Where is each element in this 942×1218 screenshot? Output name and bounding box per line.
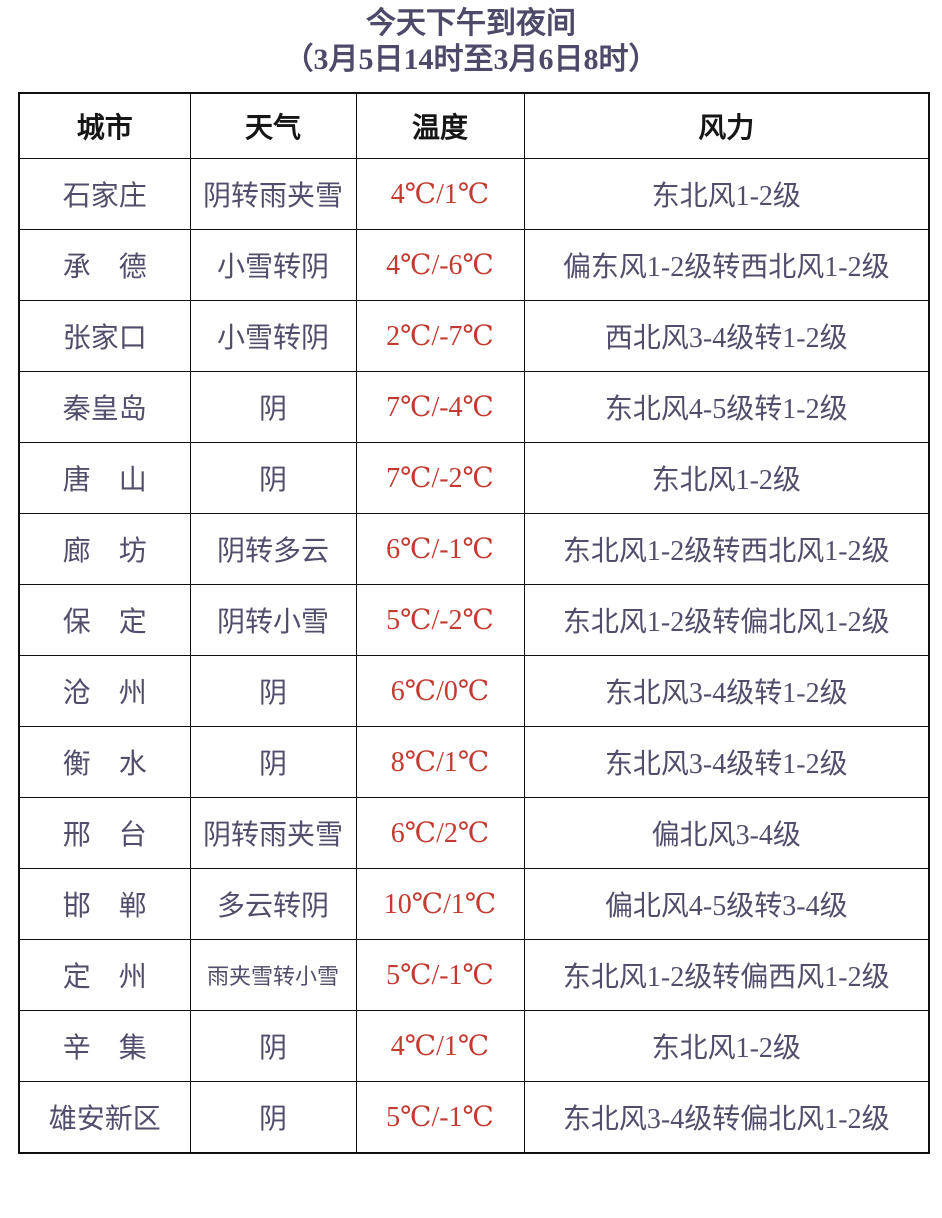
- header-weather: 天气: [189, 92, 357, 159]
- city-cell: 辛 集: [18, 1010, 191, 1082]
- header-wind: 风力: [523, 92, 930, 159]
- temp-cell: 5℃/-1℃: [355, 1081, 525, 1154]
- city-cell: 邢 台: [18, 797, 191, 869]
- weather-cell: 多云转阴: [189, 868, 357, 940]
- weather-cell: 阴: [189, 442, 357, 514]
- wind-cell: 东北风3-4级转1-2级: [523, 726, 930, 798]
- wind-cell: 东北风1-2级: [523, 1010, 930, 1082]
- weather-cell: 阴: [189, 726, 357, 798]
- weather-cell: 阴: [189, 371, 357, 443]
- wind-cell: 东北风1-2级转西北风1-2级: [523, 513, 930, 585]
- city-cell: 定 州: [18, 939, 191, 1011]
- weather-cell: 阴: [189, 1081, 357, 1154]
- temp-cell: 4℃/1℃: [355, 1010, 525, 1082]
- weather-cell: 阴转雨夹雪: [189, 797, 357, 869]
- city-cell: 唐 山: [18, 442, 191, 514]
- city-cell: 张家口: [18, 300, 191, 372]
- temp-cell: 5℃/-1℃: [355, 939, 525, 1011]
- page-title: 今天下午到夜间 （3月5日14时至3月6日8时）: [0, 0, 942, 78]
- table-body: 石家庄 阴转雨夹雪 4℃/1℃ 东北风1-2级承 德小雪转阴 4℃/-6℃ 偏东风1-2级…: [18, 158, 930, 1154]
- table-row: 定 州雨夹雪转小雪 5℃/-1℃ 东北风1-2级转偏西风1-2级: [18, 939, 930, 1011]
- weather-cell: 阴转小雪: [189, 584, 357, 656]
- city-cell: 廊 坊: [18, 513, 191, 585]
- city-cell: 保 定: [18, 584, 191, 656]
- wind-cell: 东北风1-2级: [523, 442, 930, 514]
- wind-cell: 偏北风3-4级: [523, 797, 930, 869]
- temp-cell: 6℃/0℃: [355, 655, 525, 727]
- temp-cell: 4℃/1℃: [355, 158, 525, 230]
- temp-cell: 6℃/-1℃: [355, 513, 525, 585]
- table-row: 邢 台阴转雨夹雪 6℃/2℃ 偏北风3-4级: [18, 797, 930, 869]
- weather-cell: 阴转多云: [189, 513, 357, 585]
- table-row: 保 定阴转小雪 5℃/-2℃ 东北风1-2级转偏北风1-2级: [18, 584, 930, 656]
- city-cell: 雄安新区: [18, 1081, 191, 1154]
- weather-cell: 雨夹雪转小雪: [189, 939, 357, 1011]
- header-temp: 温度: [355, 92, 525, 159]
- wind-cell: 东北风3-4级转1-2级: [523, 655, 930, 727]
- weather-cell: 阴转雨夹雪: [189, 158, 357, 230]
- temp-cell: 5℃/-2℃: [355, 584, 525, 656]
- table-row: 廊 坊阴转多云 6℃/-1℃ 东北风1-2级转西北风1-2级: [18, 513, 930, 585]
- wind-cell: 东北风1-2级转偏北风1-2级: [523, 584, 930, 656]
- temp-cell: 7℃/-4℃: [355, 371, 525, 443]
- title-line1: 今天下午到夜间: [366, 7, 576, 40]
- wind-cell: 东北风1-2级转偏西风1-2级: [523, 939, 930, 1011]
- table-row: 衡 水阴 8℃/1℃ 东北风3-4级转1-2级: [18, 726, 930, 798]
- table-row: 秦皇岛阴 7℃/-4℃ 东北风4-5级转1-2级: [18, 371, 930, 443]
- weather-cell: 阴: [189, 655, 357, 727]
- temp-cell: 8℃/1℃: [355, 726, 525, 798]
- wind-cell: 东北风3-4级转偏北风1-2级: [523, 1081, 930, 1154]
- wind-cell: 东北风4-5级转1-2级: [523, 371, 930, 443]
- wind-cell: 西北风3-4级转1-2级: [523, 300, 930, 372]
- weather-cell: 小雪转阴: [189, 229, 357, 301]
- wind-cell: 东北风1-2级: [523, 158, 930, 230]
- temp-cell: 4℃/-6℃: [355, 229, 525, 301]
- table-row: 雄安新区阴 5℃/-1℃ 东北风3-4级转偏北风1-2级: [18, 1081, 930, 1154]
- table-row: 沧 州阴 6℃/0℃ 东北风3-4级转1-2级: [18, 655, 930, 727]
- table-row: 邯 郸多云转阴 10℃/1℃ 偏北风4-5级转3-4级: [18, 868, 930, 940]
- city-cell: 承 德: [18, 229, 191, 301]
- title-line2: （3月5日14时至3月6日8时）: [283, 43, 659, 76]
- wind-cell: 偏东风1-2级转西北风1-2级: [523, 229, 930, 301]
- city-cell: 衡 水: [18, 726, 191, 798]
- weather-cell: 阴: [189, 1010, 357, 1082]
- city-cell: 邯 郸: [18, 868, 191, 940]
- weather-cell: 小雪转阴: [189, 300, 357, 372]
- table-row: 承 德小雪转阴 4℃/-6℃ 偏东风1-2级转西北风1-2级: [18, 229, 930, 301]
- table-row: 石家庄 阴转雨夹雪 4℃/1℃ 东北风1-2级: [18, 158, 930, 230]
- city-cell: 沧 州: [18, 655, 191, 727]
- table-row: 唐 山阴 7℃/-2℃ 东北风1-2级: [18, 442, 930, 514]
- wind-cell: 偏北风4-5级转3-4级: [523, 868, 930, 940]
- temp-cell: 6℃/2℃: [355, 797, 525, 869]
- temp-cell: 2℃/-7℃: [355, 300, 525, 372]
- weather-table: 城市 天气 温度 风力 石家庄 阴转雨夹雪 4℃/1℃ 东北风1-2级承 德小雪转阴 4…: [18, 92, 930, 1154]
- temp-cell: 7℃/-2℃: [355, 442, 525, 514]
- city-cell: 秦皇岛: [18, 371, 191, 443]
- city-cell: 石家庄: [18, 158, 191, 230]
- header-row: 城市 天气 温度 风力: [18, 92, 930, 159]
- table-row: 张家口 小雪转阴 2℃/-7℃ 西北风3-4级转1-2级: [18, 300, 930, 372]
- table-row: 辛 集阴 4℃/1℃ 东北风1-2级: [18, 1010, 930, 1082]
- header-city: 城市: [18, 92, 191, 159]
- temp-cell: 10℃/1℃: [355, 868, 525, 940]
